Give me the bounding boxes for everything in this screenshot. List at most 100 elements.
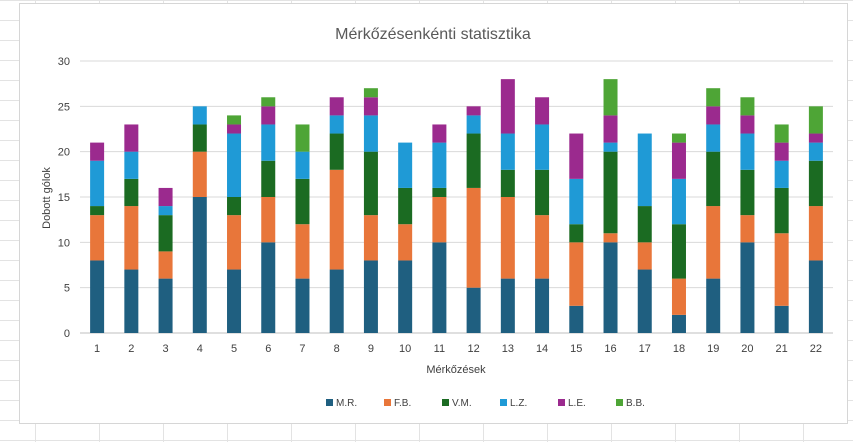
bar-segment (124, 124, 139, 152)
bar-segment (261, 124, 276, 161)
x-tick-label: 10 (399, 343, 411, 355)
bar-segment (398, 260, 413, 333)
bar-segment (808, 142, 823, 161)
chart-title: Mérkőzésenkénti statisztika (335, 26, 531, 43)
bar-segment (466, 187, 481, 288)
bar-segment (706, 88, 721, 107)
legend-swatch (500, 399, 507, 406)
bar-segment (295, 224, 310, 279)
y-tick-label: 5 (64, 283, 70, 295)
x-tick-label: 21 (776, 343, 788, 355)
legend-swatch (616, 399, 623, 406)
bar-segment (500, 79, 515, 134)
bar-segment (432, 142, 447, 188)
x-tick-label: 15 (570, 343, 582, 355)
y-tick-label: 15 (58, 192, 70, 204)
x-tick-label: 6 (265, 343, 271, 355)
x-tick-label: 18 (673, 343, 685, 355)
bar-segment (808, 260, 823, 333)
bar-segment (227, 115, 242, 125)
bar-segment (158, 278, 173, 333)
bar-segment (227, 133, 242, 197)
bar-segment (500, 278, 515, 333)
bar-segment (740, 97, 755, 116)
bar-segment (535, 97, 550, 125)
bar-segment (124, 269, 139, 333)
bar-segment (569, 242, 584, 306)
x-tick-label: 19 (707, 343, 719, 355)
bar-segment (329, 133, 344, 170)
bar-segment (192, 197, 207, 333)
bar-segment (261, 242, 276, 333)
bar-segment (432, 187, 447, 197)
bar-segment (90, 206, 105, 216)
y-axis-ticks: 0 5 10 15 20 25 30 (58, 56, 70, 340)
legend-label: F.B. (394, 398, 411, 409)
bar-segment (603, 151, 618, 234)
bar-segment (535, 215, 550, 279)
bar-segment (808, 133, 823, 143)
bar-segment (740, 133, 755, 170)
bar-segment (432, 124, 447, 143)
bar-segment (637, 133, 652, 207)
legend-label: V.M. (452, 398, 472, 409)
x-tick-label: 22 (810, 343, 822, 355)
bar-segment (329, 115, 344, 134)
y-tick-label: 10 (58, 237, 70, 249)
bar-segment (466, 106, 481, 116)
bar-segment (706, 151, 721, 207)
bar-segment (466, 287, 481, 333)
x-axis-label: Mérkőzések (426, 364, 486, 376)
bar-segment (569, 305, 584, 333)
x-tick-label: 16 (604, 343, 616, 355)
bar-segment (637, 269, 652, 333)
bar-segment (603, 79, 618, 116)
x-tick-label: 20 (741, 343, 753, 355)
bar-segment (808, 160, 823, 207)
bar-segment (500, 133, 515, 170)
bar-segment (227, 197, 242, 216)
bar-segment (363, 88, 378, 98)
x-tick-label: 5 (231, 343, 237, 355)
bar-segment (603, 115, 618, 143)
x-axis-ticks: 1 2 3 4 5 6 7 8 9 10 11 12 13 14 15 16 17 18 19 20 21 22 (94, 343, 822, 355)
bar-segment (261, 197, 276, 243)
legend-label: L.E. (568, 398, 586, 409)
bar-segment (124, 178, 139, 207)
bar-segment (671, 178, 686, 225)
bar-segment (671, 142, 686, 179)
bar-segment (535, 169, 550, 216)
bar-segment (363, 151, 378, 216)
bar-segment (295, 178, 310, 225)
bar-segment (261, 106, 276, 125)
bar-segment (500, 169, 515, 197)
bar-segment (329, 269, 344, 333)
bar-segment (706, 124, 721, 152)
bar-segment (569, 178, 584, 225)
bar-segment (706, 278, 721, 333)
bar-segment (535, 278, 550, 333)
x-tick-label: 1 (94, 343, 100, 355)
bar-segment (637, 206, 652, 243)
legend-label: L.Z. (510, 398, 527, 409)
bar-segment (774, 233, 789, 306)
bar-segment (774, 142, 789, 161)
legend-swatch (558, 399, 565, 406)
bar-segment (740, 215, 755, 243)
bar-segment (603, 242, 618, 333)
bar-segment (500, 197, 515, 279)
legend-label: B.B. (626, 398, 645, 409)
bar-segment (740, 242, 755, 333)
bar-segment (398, 187, 413, 225)
bar-segment (124, 206, 139, 270)
bar-segment (90, 215, 105, 261)
bar-segment (227, 269, 242, 333)
bar-segment (295, 278, 310, 333)
bar-segment (363, 215, 378, 261)
bar-segment (706, 206, 721, 279)
bar-segment (774, 160, 789, 188)
legend-swatch (384, 399, 391, 406)
bar-segment (808, 206, 823, 261)
bar-segment (227, 215, 242, 270)
